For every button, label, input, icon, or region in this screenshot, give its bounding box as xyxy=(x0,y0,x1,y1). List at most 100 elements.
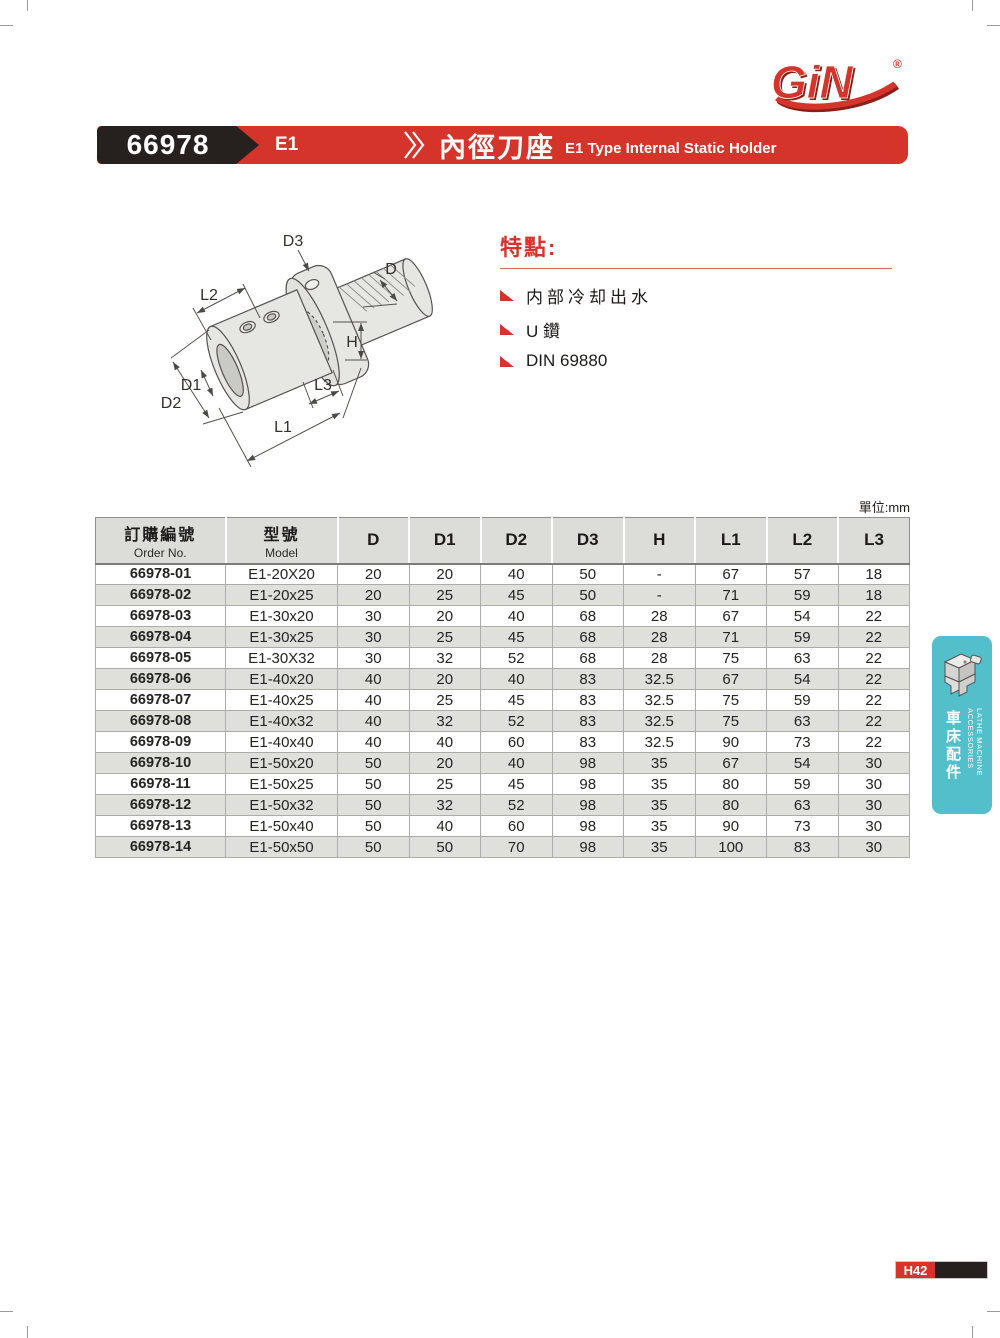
order-no-cell: 66978-12 xyxy=(95,794,226,816)
model-cell: E1-40x20 xyxy=(225,668,338,690)
model-cell: E1-50x25 xyxy=(225,773,338,795)
model-cell: E1-40x25 xyxy=(225,689,338,711)
dim-cell: 32.5 xyxy=(623,668,696,690)
dim-cell: 73 xyxy=(766,815,839,837)
dim-cell: 35 xyxy=(623,836,696,858)
dim-cell: 45 xyxy=(480,689,553,711)
dim-cell: 54 xyxy=(766,605,839,627)
model-cell: E1-40x40 xyxy=(225,731,338,753)
dim-cell: 50 xyxy=(551,563,624,585)
dim-cell: 28 xyxy=(623,647,696,669)
dim-cell: 63 xyxy=(766,794,839,816)
table-row: 66978-10 E1-50x20 50 20 40 98 35 67 54 30 xyxy=(95,752,910,774)
order-code: 66978 xyxy=(126,129,210,160)
dim-cell: 75 xyxy=(694,689,767,711)
dim-cell: 98 xyxy=(551,794,624,816)
dim-cell: 30 xyxy=(837,815,910,837)
dim-cell: 67 xyxy=(694,563,767,585)
dim-cell: 80 xyxy=(694,794,767,816)
dim-cell: 59 xyxy=(766,689,839,711)
dim-cell: 75 xyxy=(694,647,767,669)
page-title-zh: 內徑刀座 xyxy=(439,132,555,163)
crop-mark xyxy=(972,1326,973,1338)
dim-label-d2: D2 xyxy=(161,395,182,412)
footer-black-bar xyxy=(935,1262,987,1278)
model-cell: E1-30x20 xyxy=(225,605,338,627)
dim-label-d1: D1 xyxy=(181,377,202,394)
triangle-bullet-icon xyxy=(500,290,514,301)
dim-cell: 22 xyxy=(837,668,910,690)
dim-label-l3: L3 xyxy=(314,377,332,394)
dim-cell: 71 xyxy=(694,626,767,648)
triangle-bullet-icon xyxy=(500,355,514,367)
dim-cell: 75 xyxy=(694,710,767,732)
dim-cell: 20 xyxy=(337,563,410,585)
model-cell: E1-50x40 xyxy=(225,815,338,837)
table-row: 66978-01 E1-20X20 20 20 40 50-67 57 18 xyxy=(95,563,910,585)
dim-cell: 20 xyxy=(408,563,481,585)
dim-cell: 20 xyxy=(337,584,410,606)
dim-cell: 50 xyxy=(337,773,410,795)
svg-text:GiN: GiN xyxy=(773,58,856,110)
dim-cell: 68 xyxy=(551,647,624,669)
model-cell: E1-30x25 xyxy=(225,626,338,648)
order-code-badge: 66978 xyxy=(97,126,259,164)
dim-cell: - xyxy=(623,584,696,606)
dim-cell: 30 xyxy=(337,605,410,627)
dim-cell: 40 xyxy=(408,731,481,753)
dim-cell: 22 xyxy=(837,647,910,669)
dim-cell: 50 xyxy=(337,794,410,816)
col-header-d2: D2 xyxy=(479,517,553,565)
spec-table-body: 66978-01 E1-20X20 20 20 40 50-67 57 18 66978-02 E… xyxy=(95,563,910,858)
crop-mark xyxy=(0,1311,13,1312)
table-header-row: 訂購編號 Order No. 型號 Model D D1 D2 D3 H L1 … xyxy=(95,517,910,565)
dimension-lines xyxy=(170,249,398,468)
order-no-cell: 66978-11 xyxy=(95,773,226,795)
dim-label-l2: L2 xyxy=(200,287,218,304)
triangle-bullet-icon xyxy=(500,324,514,335)
dim-cell: 83 xyxy=(551,668,624,690)
dim-cell: 67 xyxy=(694,668,767,690)
order-no-cell: 66978-06 xyxy=(95,668,226,690)
col-header-d3: D3 xyxy=(551,517,625,565)
table-row: 66978-11 E1-50x25 50 25 45 98 35 80 59 30 xyxy=(95,773,910,795)
registered-mark: ® xyxy=(893,57,902,71)
side-tab-label-en: LATHE MACHINE ACCESSORIES xyxy=(966,708,984,777)
order-no-cell: 66978-10 xyxy=(95,752,226,774)
dim-cell: 98 xyxy=(551,815,624,837)
dim-cell: 40 xyxy=(337,731,410,753)
dim-cell: 32.5 xyxy=(623,731,696,753)
dim-cell: 68 xyxy=(551,626,624,648)
dim-cell: 59 xyxy=(766,626,839,648)
dim-cell: 45 xyxy=(480,773,553,795)
dim-cell: 30 xyxy=(837,752,910,774)
model-cell: E1-20X20 xyxy=(225,563,338,585)
category-side-tab: 車床配件 LATHE MACHINE ACCESSORIES xyxy=(932,636,992,814)
spec-table: 訂購編號 Order No. 型號 Model D D1 D2 D3 H L1 … xyxy=(95,517,910,858)
page-number: H42 xyxy=(896,1262,935,1278)
order-no-cell: 66978-08 xyxy=(95,710,226,732)
col-header-l1: L1 xyxy=(694,517,768,565)
table-row: 66978-04 E1-30x25 30 25 45 68 28 71 59 22 xyxy=(95,626,910,648)
dim-cell: 32 xyxy=(408,647,481,669)
dim-cell: 70 xyxy=(480,836,553,858)
dim-cell: 20 xyxy=(408,668,481,690)
col-header-h: H xyxy=(622,517,696,565)
dim-cell: 22 xyxy=(837,689,910,711)
dim-cell: 22 xyxy=(837,710,910,732)
dim-cell: 98 xyxy=(551,836,624,858)
dim-cell: 30 xyxy=(337,647,410,669)
model-cell: E1-50x50 xyxy=(225,836,338,858)
dim-cell: 68 xyxy=(551,605,624,627)
table-row: 66978-12 E1-50x32 50 32 52 98 35 80 63 30 xyxy=(95,794,910,816)
dim-cell: 25 xyxy=(408,626,481,648)
feature-item: DIN 69880 xyxy=(500,351,892,371)
model-cell: E1-40x32 xyxy=(225,710,338,732)
dim-cell: 98 xyxy=(551,752,624,774)
dim-cell: 73 xyxy=(766,731,839,753)
dim-cell: 54 xyxy=(766,668,839,690)
dim-cell: 40 xyxy=(480,752,553,774)
chevron-right-icon xyxy=(404,131,425,159)
order-no-cell: 66978-13 xyxy=(95,815,226,837)
